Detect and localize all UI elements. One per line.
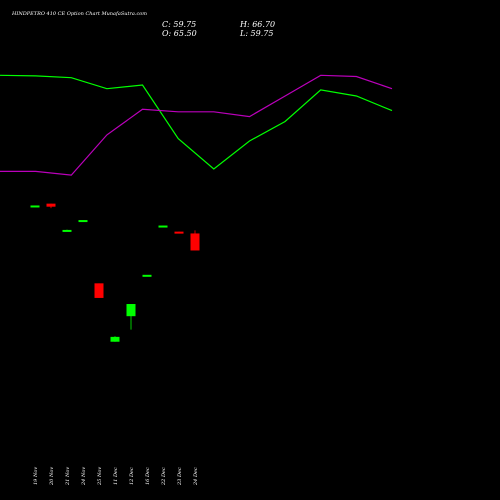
candle-body: [126, 304, 136, 317]
x-tick-label: 20 Nov: [49, 467, 55, 486]
open-value: O: 65.50: [162, 29, 197, 38]
chart-title: HINDPETRO 410 CE Option Chart MunafaSutr…: [11, 11, 147, 17]
candle-body: [30, 205, 40, 208]
candle-body: [158, 225, 168, 228]
x-tick-label: 22 Dec: [161, 467, 167, 486]
candle-body: [110, 336, 120, 342]
indicator-lines: [0, 74, 393, 176]
candles: [30, 203, 200, 342]
x-tick-label: 16 Dec: [145, 467, 151, 485]
candle-body: [46, 203, 56, 207]
x-tick-label: 24 Dec: [193, 467, 199, 486]
candle-body: [190, 233, 200, 251]
candle-body: [62, 229, 72, 232]
candle-body: [78, 220, 88, 223]
candle-body: [94, 283, 104, 298]
x-tick-label: 11 Dec: [113, 467, 119, 485]
upper-indicator-line: [0, 74, 393, 170]
close-value: C: 59.75: [162, 20, 196, 29]
x-axis-ticks: 19 Nov 20 Nov 21 Nov 24 Nov 25 Nov 11 Dec 12 D…: [33, 467, 199, 486]
candle-body: [142, 274, 152, 277]
x-tick-label: 21 Nov: [65, 467, 71, 486]
x-tick-label: 25 Nov: [97, 467, 103, 486]
x-tick-label: 24 Nov: [81, 467, 87, 486]
high-value: H: 66.70: [239, 20, 275, 29]
x-tick-label: 19 Nov: [33, 467, 39, 485]
candle-body: [174, 231, 184, 234]
x-tick-label: 23 Dec: [177, 467, 183, 486]
x-tick-label: 12 Dec: [129, 467, 135, 485]
low-value: L: 59.75: [239, 29, 273, 38]
lower-indicator-line: [0, 74, 393, 176]
